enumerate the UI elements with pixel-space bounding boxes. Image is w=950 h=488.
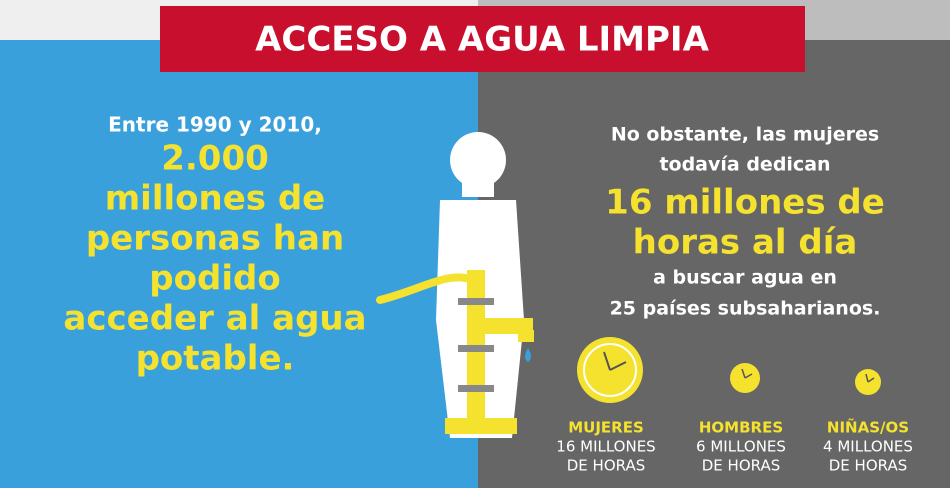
right-intro-line: todavía dedican xyxy=(659,154,830,176)
right-outro-line: a buscar agua en xyxy=(653,267,837,289)
group-line: 4 MILLONES xyxy=(823,438,913,456)
clocks xyxy=(577,337,881,403)
figure xyxy=(376,132,534,438)
left-highlight-line: acceder al agua xyxy=(63,299,366,339)
left-panel xyxy=(0,40,478,488)
right-highlight-line: 16 millones de xyxy=(605,183,885,223)
left-intro: Entre 1990 y 2010, xyxy=(108,113,322,137)
group-name: MUJERES xyxy=(568,419,644,437)
group-line: DE HORAS xyxy=(829,457,907,475)
title: ACCESO A AGUA LIMPIA xyxy=(255,20,709,60)
right-highlight-line: horas al día xyxy=(633,223,858,263)
left-highlight-line: millones de xyxy=(105,179,326,219)
left-highlight-line: 2.000 xyxy=(161,139,269,179)
group-line: DE HORAS xyxy=(702,457,780,475)
group-line: 16 MILLONES xyxy=(556,438,655,456)
right-outro-line: 25 países subsaharianos. xyxy=(610,298,881,320)
title-box xyxy=(160,6,805,72)
left-highlight-line: podido xyxy=(149,259,280,299)
right-intro-line: No obstante, las mujeres xyxy=(611,124,879,146)
group-line: DE HORAS xyxy=(567,457,645,475)
left-highlight-line: potable. xyxy=(136,339,295,379)
group-name: HOMBRES xyxy=(699,419,783,437)
group-line: 6 MILLONES xyxy=(696,438,786,456)
right-text: No obstante, las mujeres todavía dedican 1… xyxy=(605,124,885,320)
left-highlight-line: personas han xyxy=(86,219,344,259)
group-name: NIÑAS/OS xyxy=(827,418,909,437)
